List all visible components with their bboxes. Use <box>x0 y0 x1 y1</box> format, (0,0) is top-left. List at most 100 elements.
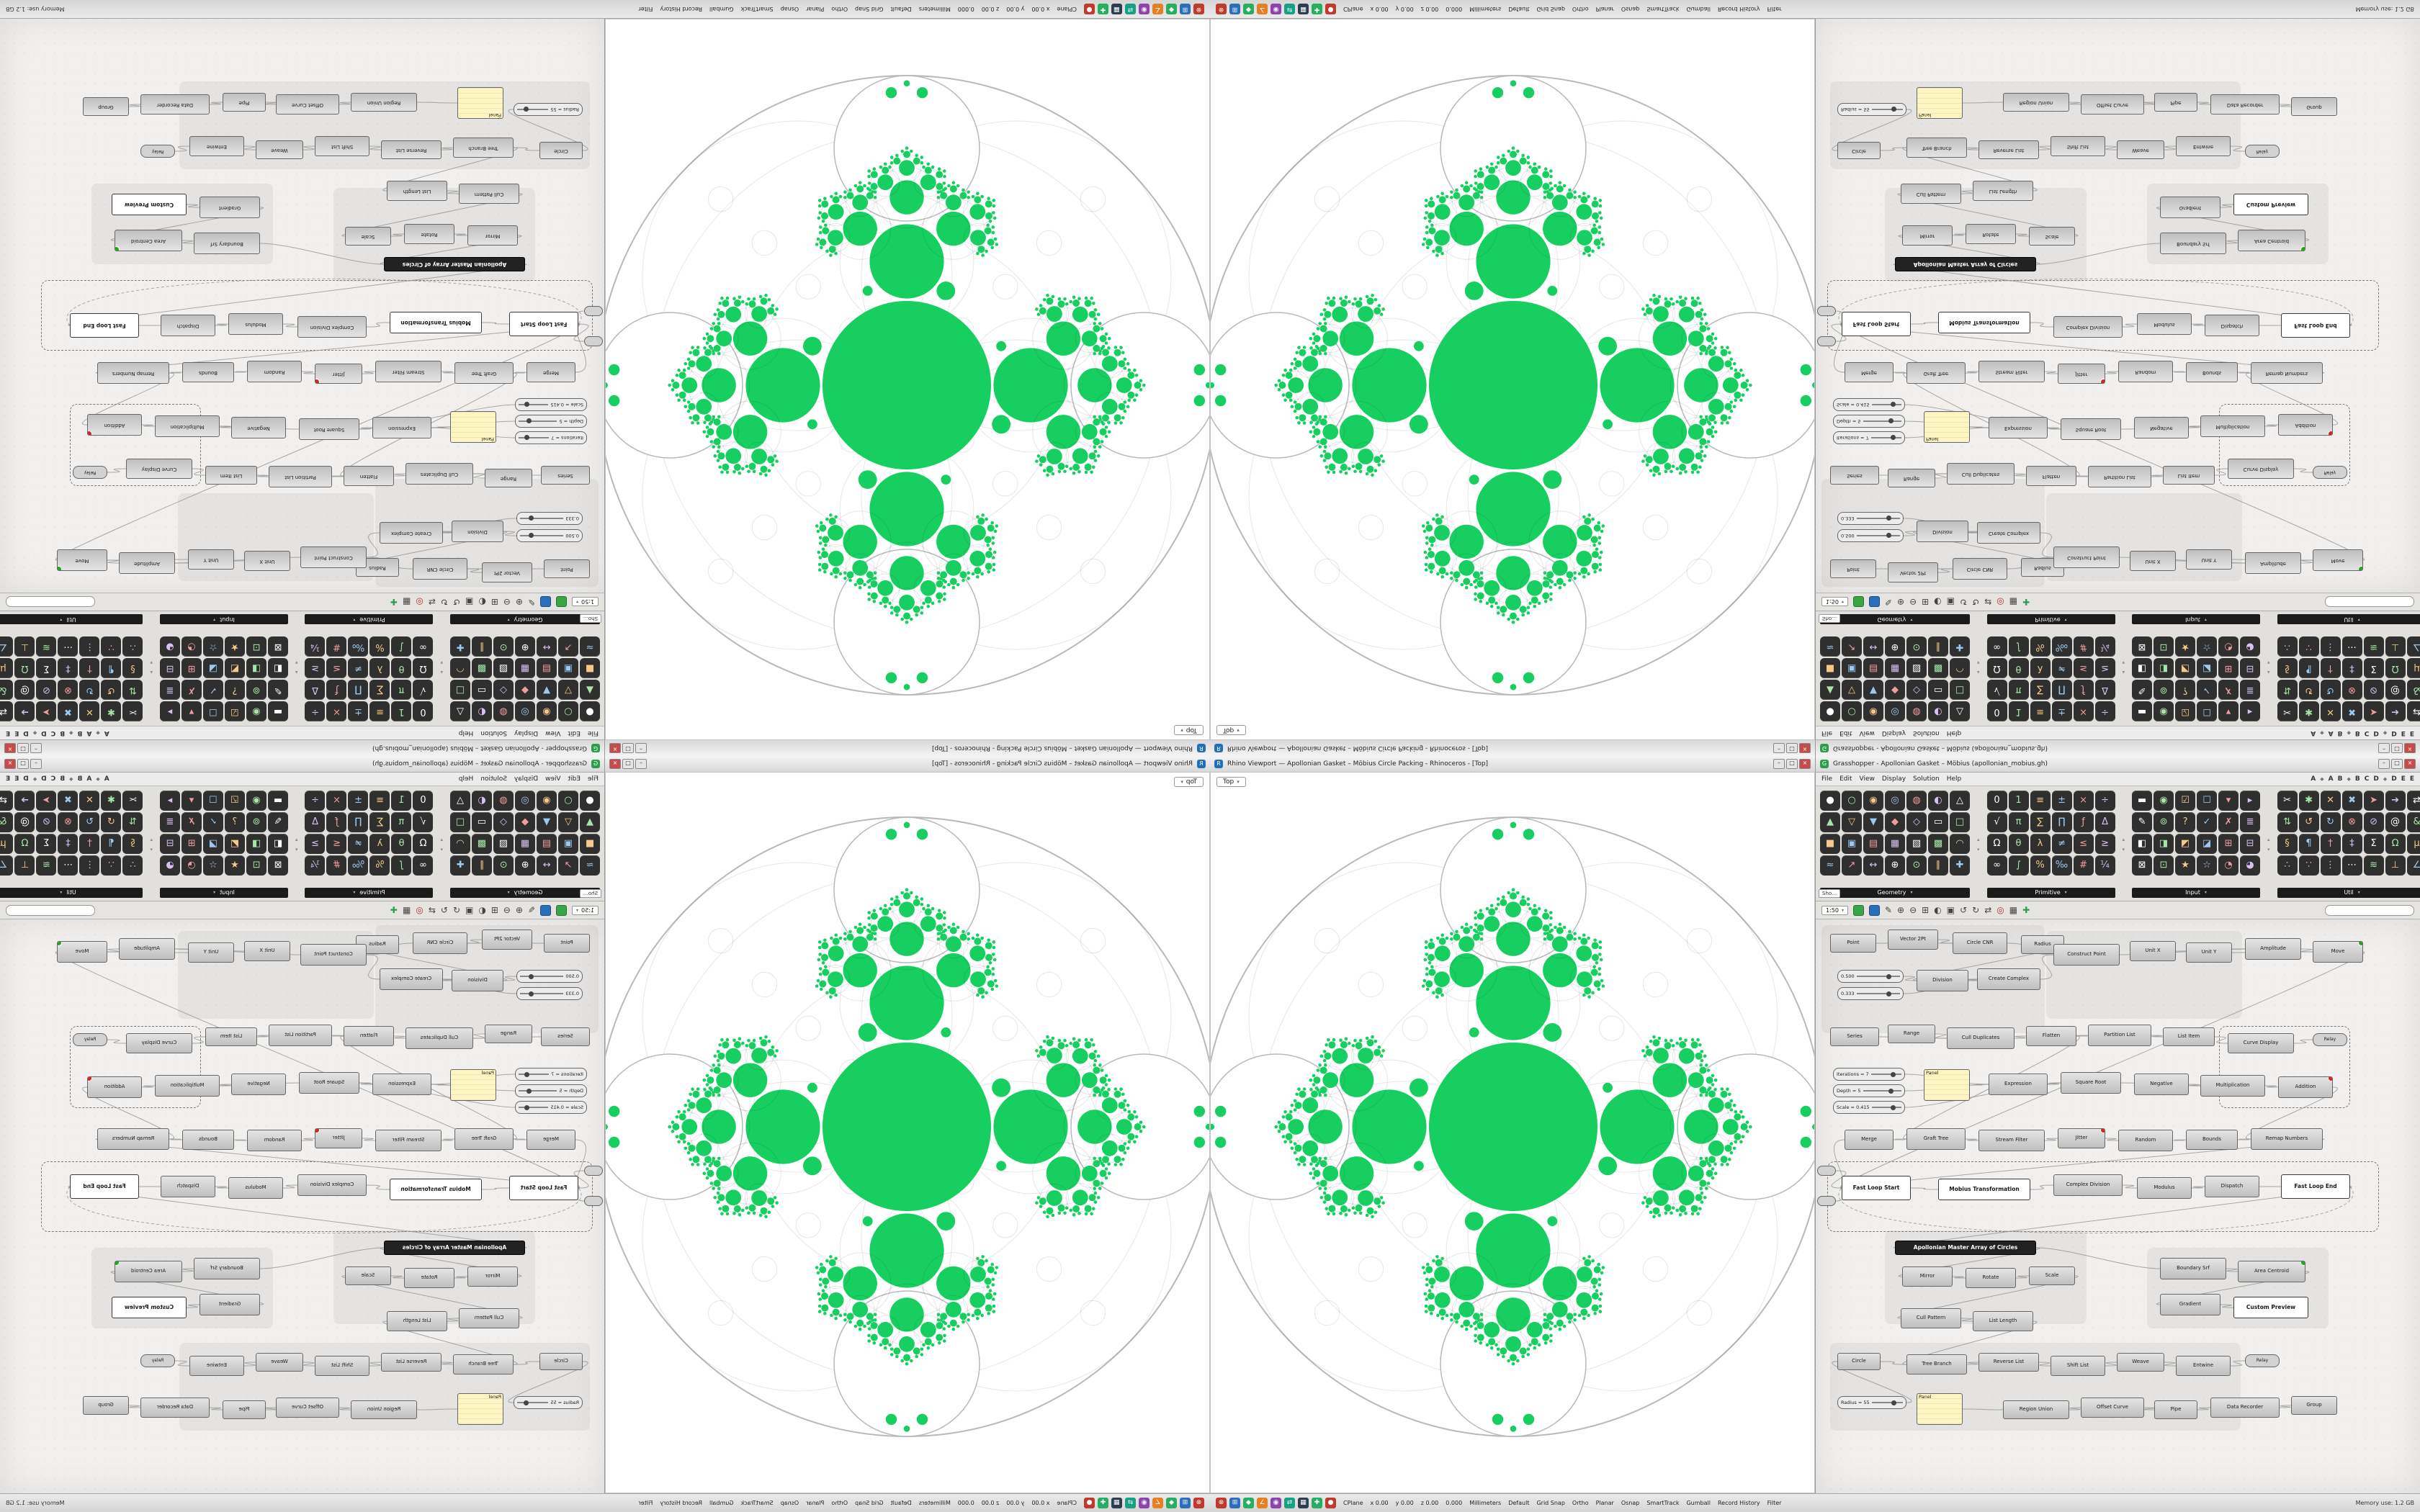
slider-grip[interactable] <box>526 1088 532 1094</box>
component-icon[interactable]: ⇄ <box>2406 701 2420 721</box>
maximize-button[interactable]: □ <box>17 743 29 753</box>
status-icon[interactable]: ⇄ <box>1284 4 1295 14</box>
maximize-button[interactable]: □ <box>622 759 634 769</box>
close-button[interactable]: × <box>2404 743 2416 753</box>
toolbar-color-chip[interactable] <box>556 904 568 916</box>
slider-grip[interactable] <box>1891 1400 1897 1405</box>
gh-node[interactable]: Complex Division <box>297 1174 367 1196</box>
component-icon[interactable]: ⊗ <box>2341 680 2362 700</box>
component-icon[interactable]: ? <box>2175 680 2196 700</box>
status-toggle[interactable]: Filter <box>1767 1500 1782 1506</box>
component-icon[interactable]: ★ <box>224 636 245 657</box>
status-icon[interactable]: ⊗ <box>1193 1498 1204 1508</box>
gh-node[interactable]: Dispatch <box>2205 1176 2259 1197</box>
gh-node[interactable]: Gradient <box>2160 1294 2220 1315</box>
component-icon[interactable]: ◪ <box>202 658 223 678</box>
component-icon[interactable]: ± <box>2051 701 2072 721</box>
gh-node[interactable]: Graft Tree <box>454 362 514 384</box>
component-icon[interactable]: ◉ <box>537 701 557 721</box>
gh-node[interactable]: Weave <box>2117 1353 2164 1372</box>
gh-node[interactable]: Apollonian Master Array of Circles <box>384 1241 525 1255</box>
toolbar-color-chip[interactable] <box>1868 596 1880 608</box>
slider-grip[interactable] <box>1888 1088 1894 1094</box>
show-components-button[interactable]: Sho… <box>1819 889 1841 898</box>
gh-node[interactable]: Multiplication <box>2200 1075 2265 1097</box>
relay-node[interactable]: Relay <box>73 466 107 479</box>
component-icon[interactable]: ≋ <box>36 855 57 876</box>
component-icon[interactable]: ≤ <box>2073 834 2094 854</box>
component-icon[interactable]: ☆ <box>2197 855 2218 876</box>
menu-edit[interactable]: Edit <box>1839 729 1852 737</box>
gh-component-tab[interactable]: E <box>6 729 11 737</box>
relay-node[interactable] <box>584 1196 603 1206</box>
component-icon[interactable]: ∠ <box>0 636 14 657</box>
component-icon[interactable]: ¶ <box>101 834 122 854</box>
component-icon[interactable]: ◉ <box>537 791 557 811</box>
gh-node[interactable]: Entwine <box>2176 136 2231 156</box>
gh-node[interactable]: Point <box>1830 934 1876 953</box>
relay-node[interactable]: Relay <box>73 1033 107 1046</box>
component-icon[interactable]: † <box>2320 658 2341 678</box>
menu-display[interactable]: Display <box>1881 775 1906 783</box>
component-icon[interactable]: Σ <box>36 834 57 854</box>
component-icon[interactable]: ◐ <box>1928 701 1948 721</box>
component-icon[interactable]: ✓ <box>2197 680 2218 700</box>
component-icon[interactable]: ‰ <box>2051 636 2072 657</box>
gh-node[interactable]: Pipe <box>2154 1400 2197 1419</box>
toolbar-icon[interactable]: ✎ <box>527 597 536 607</box>
show-components-button[interactable]: Sho… <box>1819 614 1841 623</box>
component-icon[interactable]: ∏ <box>348 812 369 832</box>
toolbar-icon[interactable]: ◐ <box>1934 905 1942 915</box>
component-icon[interactable]: ? <box>2175 812 2196 832</box>
component-icon[interactable]: ¼ <box>2094 855 2115 876</box>
status-toggle[interactable]: Grid Snap <box>1536 1500 1565 1506</box>
show-components-button[interactable]: Sho… <box>579 614 601 623</box>
viewport-tab-top[interactable]: Top ▾ <box>1216 725 1246 735</box>
gh-node[interactable]: Tree Branch <box>453 1354 514 1374</box>
gh-node[interactable]: Stream Filter <box>375 361 442 382</box>
gh-node[interactable]: Multiplication <box>2200 415 2265 437</box>
component-icon[interactable]: % <box>369 855 390 876</box>
component-icon[interactable]: ¼ <box>305 636 326 657</box>
menu-view[interactable]: View <box>1859 775 1875 783</box>
gh-node[interactable]: Offset Curve <box>276 1398 339 1418</box>
component-icon[interactable]: ✎ <box>2132 812 2153 832</box>
component-icon[interactable]: ➤ <box>2363 791 2384 811</box>
gh-titlebar[interactable]: G Grasshopper - Apollonian Gasket – Möbi… <box>1816 739 2420 756</box>
component-icon[interactable]: ∞ <box>1986 636 2007 657</box>
component-icon[interactable]: ⊡ <box>246 855 266 876</box>
gh-node[interactable]: Unit Y <box>188 549 234 570</box>
component-icon[interactable]: ▸ <box>159 791 180 811</box>
gh-node[interactable]: Weave <box>256 1353 303 1372</box>
component-icon[interactable]: ∫ <box>2008 855 2029 876</box>
gh-node[interactable]: Mirror <box>1902 1266 1953 1287</box>
component-icon[interactable]: ≠ <box>348 834 369 854</box>
component-icon[interactable]: ◠ <box>450 658 470 678</box>
palette-section-label[interactable]: Util ▾ <box>2277 888 2420 898</box>
component-icon[interactable]: ✂ <box>122 791 143 811</box>
rhino-viewport[interactable]: Top ▾ <box>605 772 1210 1493</box>
gh-node[interactable]: Mobius Transformation <box>1938 312 2030 333</box>
gh-titlebar[interactable]: G Grasshopper - Apollonian Gasket – Möbi… <box>0 739 604 756</box>
status-icon[interactable]: ⊞ <box>1229 1498 1240 1508</box>
gh-node[interactable]: Entwine <box>2176 1356 2231 1376</box>
component-icon[interactable]: ≤ <box>326 834 347 854</box>
component-icon[interactable]: ⇅ <box>2277 680 2298 700</box>
gh-node[interactable]: Region Union <box>2003 1400 2069 1419</box>
gh-node[interactable]: Stream Filter <box>1978 361 2045 382</box>
toolbar-icon[interactable]: ▦ <box>402 905 411 915</box>
component-icon[interactable]: ≣ <box>2240 680 2261 700</box>
gh-node[interactable]: Construct Point <box>300 944 367 966</box>
gh-node[interactable]: Apollonian Master Array of Circles <box>1895 257 2036 271</box>
component-icon[interactable]: & <box>2406 812 2420 832</box>
gh-node[interactable]: Circle CNR <box>1953 558 2007 580</box>
component-icon[interactable]: π <box>391 680 412 700</box>
relay-node[interactable]: Relay <box>140 1354 175 1367</box>
component-icon[interactable]: ▬ <box>2132 701 2153 721</box>
status-toggle[interactable]: Grid Snap <box>1536 6 1565 12</box>
minimize-button[interactable]: – <box>1773 759 1785 769</box>
component-icon[interactable]: ✕ <box>2320 701 2341 721</box>
component-icon[interactable]: ✚ <box>450 636 470 657</box>
slider-node[interactable]: Iterations = 7 <box>515 1068 587 1081</box>
component-icon[interactable]: ≤ <box>2073 658 2094 678</box>
